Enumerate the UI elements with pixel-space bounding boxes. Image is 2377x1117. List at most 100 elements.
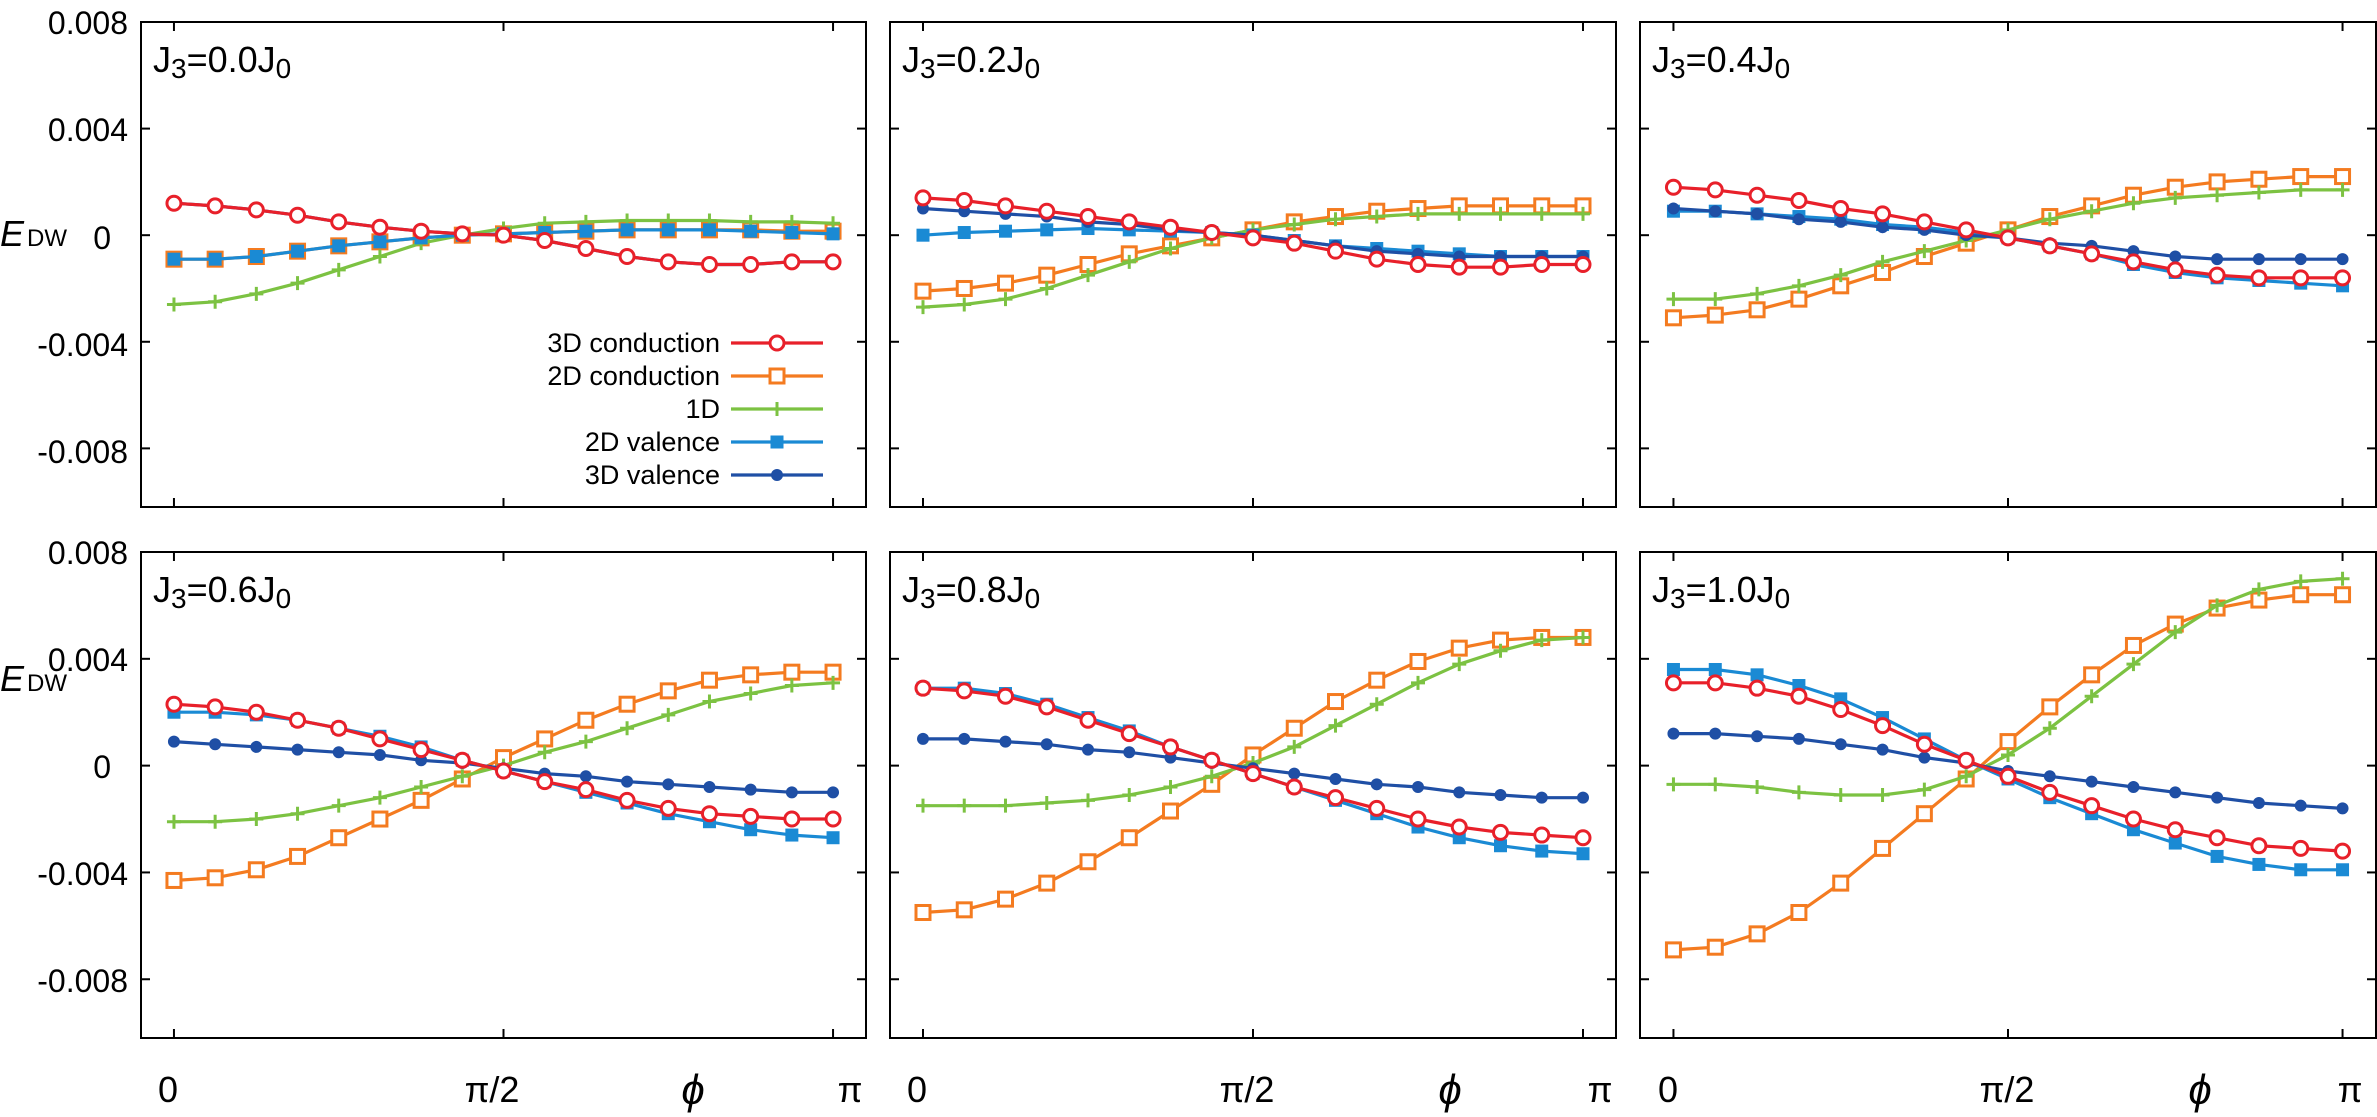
data-point [330,829,348,847]
data-point [1369,209,1384,224]
data-point [1162,218,1179,236]
data-point [1285,234,1303,252]
y-axis-label-sub: DW [27,670,67,697]
y-tick-label: 0.004 [48,112,128,148]
data-point [1368,799,1386,817]
x-axis-label: ϕ [681,1066,704,1113]
y-tick-label: -0.004 [37,327,128,363]
data-point [2041,237,2059,255]
legend-label: 3D conduction [547,328,720,358]
data-point [1368,671,1386,689]
data-point [167,735,180,748]
panel-label: J3=0.2J0 [902,39,1040,84]
data-point [1039,796,1054,811]
data-point [2292,168,2310,186]
data-point [1576,847,1590,861]
series-cond3d [165,194,842,273]
data-point [914,903,932,921]
data-point [1959,769,1974,784]
data-point [166,814,181,829]
x-tick-labels-col2: 0 π/2 ϕ π [907,1066,1612,1113]
panel-label-sub: 3 [1670,53,1686,84]
axis-ticks [890,551,1616,1038]
data-point [744,783,757,796]
data-point [165,194,183,212]
data-point [702,223,716,237]
data-point [453,225,471,243]
y-axis-label-bottom: E DW [0,658,67,699]
series-cond3d [1664,674,2352,860]
data-point [1327,242,1344,260]
data-point [2042,212,2057,227]
y-tick-label: -0.004 [37,856,128,892]
data-point [1751,207,1764,220]
data-point [2294,863,2308,877]
y-axis-label-sub: DW [27,225,67,252]
data-point [1411,206,1425,221]
data-point [997,890,1014,908]
data-point [1288,767,1301,780]
data-point [2041,783,2059,801]
data-point [1409,810,1427,828]
data-point [1452,657,1467,672]
data-point [2335,182,2350,197]
data-point [1533,256,1551,273]
data-point [700,805,718,823]
data-point [1574,829,1592,847]
data-point [1576,630,1590,645]
data-point [2124,636,2142,654]
data-point [1079,711,1097,729]
data-point [1706,674,1724,692]
panel-label: J3=0.6J0 [153,569,291,614]
data-point [783,253,801,271]
data-point [700,671,718,689]
data-point [1790,192,1808,210]
data-point [1748,925,1766,943]
data-point [1038,202,1056,220]
data-point [2124,810,2142,828]
data-point [2250,837,2268,855]
data-point [247,201,265,219]
data-point [289,206,307,224]
data-point [206,197,224,215]
data-point [1918,751,1931,764]
data-point [955,192,973,210]
data-point [785,786,798,799]
data-point [1667,727,1680,740]
data-point [1791,785,1806,800]
data-point [2335,571,2350,586]
data-point [2334,586,2352,604]
data-point [2250,170,2268,188]
data-point [1667,202,1680,215]
x-tick-label: 0 [1658,1069,1678,1110]
panel-label-sub: 0 [276,53,292,84]
panel-label: J3=0.0J0 [153,39,291,84]
data-point [1535,791,1548,804]
data-point [957,226,971,240]
data-point [1876,743,1889,756]
data-point [916,228,930,242]
data-point [618,791,636,809]
panel-label-sub: 3 [1670,583,1686,614]
panel-label-text: =0.8J [936,569,1025,610]
data-point [2169,250,2182,263]
data-point [2168,190,2183,205]
axis-ticks [1640,21,2376,507]
y-tick-labels-bottom: 0.008 0.004 0 -0.004 -0.008 [37,535,128,999]
data-point [2252,857,2266,871]
data-point [1576,206,1590,221]
data-point [2083,245,2101,263]
data-point [1664,941,1682,959]
data-point [1832,874,1850,892]
data-point [783,810,801,828]
data-point [2083,666,2101,684]
panel-label-sub: 3 [171,583,187,614]
panel-label-sub: 0 [1025,53,1041,84]
data-point [1750,668,1764,682]
data-point [331,262,346,277]
data-point [1163,241,1178,256]
data-point [1535,844,1549,858]
panel-6: J3=1.0J0 [1639,551,2377,1039]
data-point [250,740,263,753]
data-point [579,224,593,238]
